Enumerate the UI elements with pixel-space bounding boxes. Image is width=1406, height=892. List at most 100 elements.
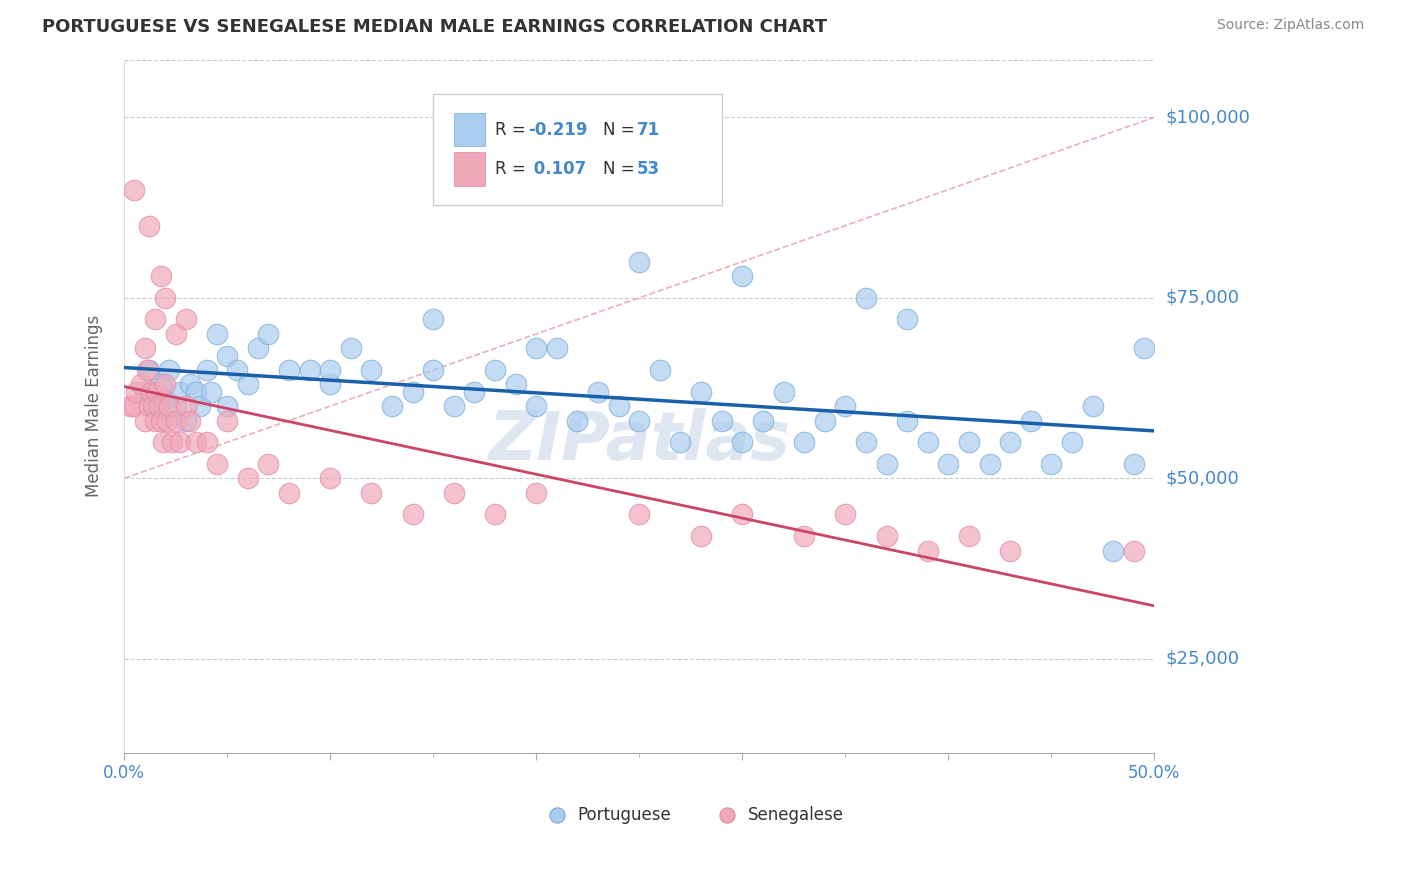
Point: [174, 399, 197, 413]
Point: [135, 363, 157, 377]
Point: [484, 508, 506, 522]
Point: [998, 543, 1021, 558]
Text: N =: N =: [603, 160, 640, 178]
Point: [139, 384, 162, 399]
Point: [278, 363, 301, 377]
Point: [134, 413, 156, 427]
Point: [148, 399, 170, 413]
Point: [855, 291, 877, 305]
Point: [484, 363, 506, 377]
Point: [690, 384, 713, 399]
Point: [257, 326, 280, 341]
Point: [169, 435, 191, 450]
Point: [1122, 457, 1144, 471]
Point: [150, 269, 173, 284]
Text: $75,000: $75,000: [1166, 289, 1240, 307]
Point: [1102, 543, 1125, 558]
Point: [226, 363, 249, 377]
Point: [195, 435, 218, 450]
Point: [957, 435, 980, 450]
Point: [186, 384, 208, 399]
Point: [586, 384, 609, 399]
Point: [979, 457, 1001, 471]
Point: [793, 435, 815, 450]
Point: [124, 182, 146, 196]
Point: [200, 384, 222, 399]
Point: [834, 399, 856, 413]
Point: [217, 349, 239, 363]
Point: [381, 399, 404, 413]
Point: [142, 399, 165, 413]
Point: [546, 342, 568, 356]
Text: 53: 53: [637, 160, 661, 178]
Point: [174, 312, 197, 326]
Point: [401, 508, 423, 522]
Point: [143, 399, 166, 413]
Point: [628, 413, 651, 427]
Point: [143, 312, 166, 326]
Point: [690, 529, 713, 543]
Point: [125, 832, 148, 847]
Text: Portuguese: Portuguese: [578, 806, 671, 824]
Point: [917, 543, 939, 558]
Point: [257, 457, 280, 471]
Point: [150, 413, 173, 427]
Text: Senegalese: Senegalese: [748, 806, 844, 824]
Point: [121, 832, 143, 847]
Point: [247, 342, 270, 356]
Point: [524, 342, 547, 356]
Text: PORTUGUESE VS SENEGALESE MEDIAN MALE EARNINGS CORRELATION CHART: PORTUGUESE VS SENEGALESE MEDIAN MALE EAR…: [42, 18, 827, 36]
Point: [169, 384, 191, 399]
Point: [710, 413, 733, 427]
Point: [150, 377, 173, 392]
Text: ZIPatlas: ZIPatlas: [488, 408, 790, 474]
Point: [217, 413, 239, 427]
Point: [628, 508, 651, 522]
Point: [159, 399, 181, 413]
Point: [752, 413, 775, 427]
Point: [998, 435, 1021, 450]
Point: [146, 384, 169, 399]
Point: [505, 377, 527, 392]
Point: [896, 413, 918, 427]
Point: [160, 435, 183, 450]
Point: [876, 529, 898, 543]
Point: [669, 435, 692, 450]
Point: [319, 377, 342, 392]
Point: [174, 413, 197, 427]
Point: [876, 457, 898, 471]
Point: [143, 413, 166, 427]
Point: [190, 399, 212, 413]
Point: [156, 413, 179, 427]
Point: [165, 326, 187, 341]
Point: [731, 435, 754, 450]
Text: Source: ZipAtlas.com: Source: ZipAtlas.com: [1216, 18, 1364, 32]
Point: [339, 342, 361, 356]
Point: [134, 384, 156, 399]
Text: $50,000: $50,000: [1166, 469, 1239, 487]
Point: [179, 413, 201, 427]
Point: [1019, 413, 1042, 427]
Point: [205, 326, 228, 341]
Point: [138, 363, 160, 377]
Point: [443, 485, 465, 500]
Point: [236, 471, 259, 485]
Point: [278, 485, 301, 500]
Point: [793, 529, 815, 543]
Point: [731, 269, 754, 284]
Point: [195, 363, 218, 377]
Text: $100,000: $100,000: [1166, 108, 1250, 127]
Text: $25,000: $25,000: [1166, 649, 1240, 668]
Point: [155, 377, 177, 392]
Point: [319, 471, 342, 485]
Text: 0.107: 0.107: [529, 160, 586, 178]
Point: [236, 377, 259, 392]
Point: [1060, 435, 1083, 450]
Point: [205, 457, 228, 471]
Text: N =: N =: [603, 121, 640, 139]
Point: [129, 377, 152, 392]
Text: R =: R =: [495, 121, 531, 139]
Point: [524, 399, 547, 413]
Point: [607, 399, 630, 413]
Point: [217, 399, 239, 413]
